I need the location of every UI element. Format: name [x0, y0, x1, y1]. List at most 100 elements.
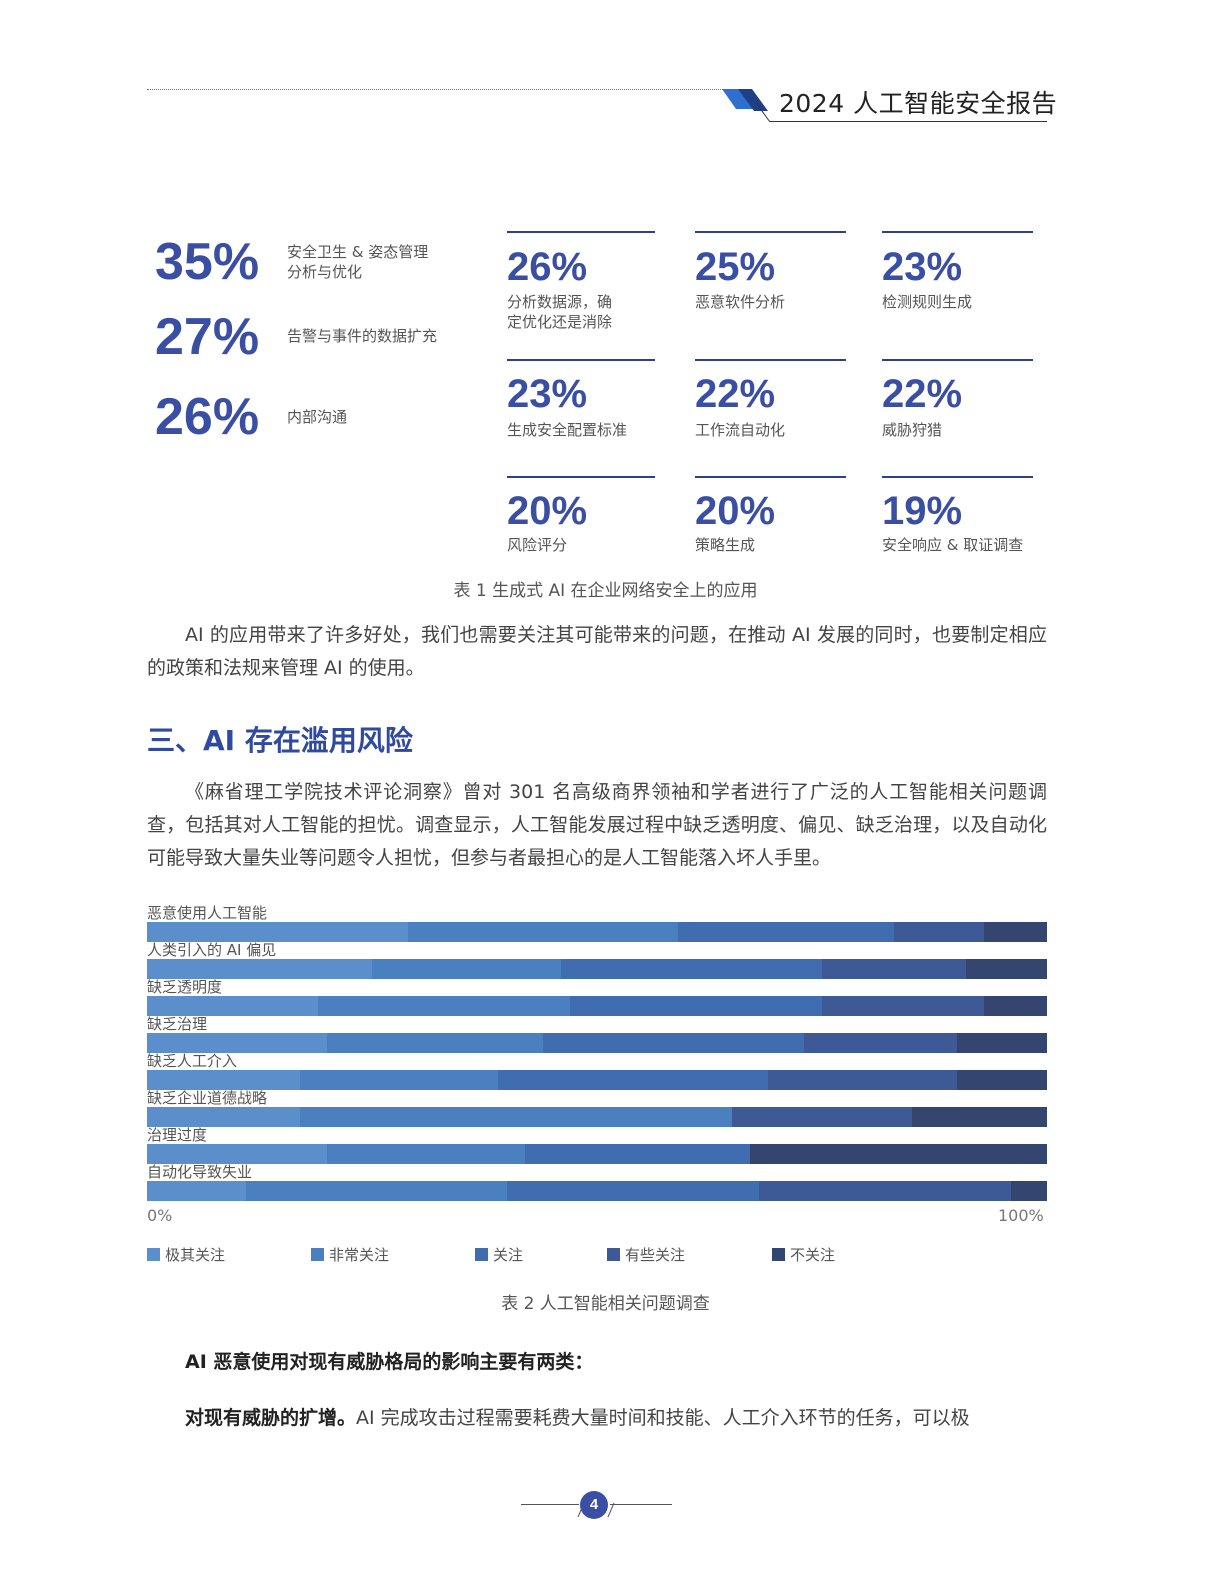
stat-label: 风险评分 — [507, 536, 568, 554]
bar-segment — [372, 959, 561, 979]
legend-label: 有些关注 — [625, 1246, 686, 1264]
stat-percent: 35% — [155, 233, 260, 291]
stat-label: 生成安全配置标准 — [507, 421, 628, 439]
stat-divider — [507, 231, 655, 233]
chart-legend: 极其关注 非常关注 关注 有些关注 不关注 — [147, 1244, 1047, 1264]
stat-percent: 20% — [695, 489, 776, 533]
bar-segment — [912, 1107, 1047, 1127]
bar-segment — [1011, 1181, 1047, 1201]
section-title: 三、AI 存在滥用风险 — [147, 724, 413, 757]
emphasis-lead: 对现有威胁的扩增。 — [185, 1407, 357, 1429]
bar-segment — [408, 922, 678, 942]
category-label: 缺乏透明度 — [147, 978, 223, 996]
legend-swatch — [607, 1248, 620, 1261]
table1-caption: 表 1 生成式 AI 在企业网络安全上的应用 — [453, 581, 758, 601]
legend-item: 不关注 — [772, 1244, 835, 1265]
stat-divider — [882, 231, 1033, 233]
bar-segment — [147, 1144, 327, 1164]
category-label: 缺乏治理 — [147, 1015, 208, 1033]
body-text: AI 完成攻击过程需要耗费大量时间和技能、人工介入环节的任务，可以极 — [356, 1407, 970, 1429]
stat-divider — [507, 476, 655, 478]
footer-rule-right — [610, 1504, 672, 1505]
bar-segment — [768, 1070, 957, 1090]
category-label: 缺乏人工介入 — [147, 1052, 238, 1070]
legend-swatch — [475, 1248, 488, 1261]
bar-row — [147, 1070, 1047, 1090]
page-number: 4 — [580, 1491, 608, 1519]
bar-row — [147, 959, 1047, 979]
stat-percent: 23% — [507, 372, 588, 416]
legend-label: 不关注 — [790, 1246, 836, 1264]
bar-segment — [570, 996, 822, 1016]
header-rule-solid — [770, 121, 1047, 122]
bar-segment — [750, 1144, 1047, 1164]
stat-label: 告警与事件的数据扩充 — [287, 327, 438, 345]
stat-percent: 26% — [507, 245, 588, 289]
bar-segment — [300, 1107, 732, 1127]
stat-label: 分析数据源，确 定优化还是消除 — [507, 293, 613, 331]
x-axis-min-label: 0% — [147, 1206, 173, 1225]
body-paragraph: AI 的应用带来了许多好处，我们也需要关注其可能带来的问题，在推动 AI 发展的… — [147, 624, 1047, 679]
stat-percent: 25% — [695, 245, 776, 289]
stat-percent: 23% — [882, 245, 963, 289]
legend-item: 有些关注 — [607, 1244, 685, 1265]
stat-label: 威胁狩猎 — [882, 421, 943, 439]
bar-segment — [318, 996, 570, 1016]
bar-segment — [957, 1070, 1047, 1090]
bar-segment — [543, 1033, 804, 1053]
emphasis-paragraph: AI 恶意使用对现有威胁格局的影响主要有两类： — [185, 1351, 594, 1373]
bar-segment — [966, 959, 1047, 979]
category-label: 治理过度 — [147, 1126, 208, 1144]
legend-swatch — [147, 1248, 160, 1261]
stat-percent: 22% — [882, 372, 963, 416]
report-title: 2024 人工智能安全报告 — [779, 89, 1058, 118]
bar-segment — [300, 1070, 498, 1090]
stat-label: 安全卫生 & 姿态管理 分析与优化 — [287, 243, 429, 281]
bar-segment — [822, 959, 966, 979]
bar-row — [147, 1181, 1047, 1201]
footer-rule-left — [521, 1504, 579, 1505]
stat-label: 内部沟通 — [287, 408, 348, 426]
legend-item: 极其关注 — [147, 1244, 225, 1265]
stat-percent: 20% — [507, 489, 588, 533]
bar-segment — [147, 959, 372, 979]
stat-label: 策略生成 — [695, 536, 756, 554]
body-paragraph: 对现有威胁的扩增。AI 完成攻击过程需要耗费大量时间和技能、人工介入环节的任务，… — [147, 1402, 1047, 1435]
category-label: 自动化导致失业 — [147, 1163, 253, 1181]
bar-segment — [147, 1107, 300, 1127]
x-axis-max-label: 100% — [998, 1206, 1044, 1225]
legend-item: 非常关注 — [311, 1244, 389, 1265]
legend-label: 关注 — [493, 1246, 524, 1264]
bar-segment — [678, 922, 894, 942]
stat-percent: 19% — [882, 489, 963, 533]
body-paragraph: 《麻省理工学院技术评论洞察》曾对 301 名高级商界领袖和学者进行了广泛的人工智… — [147, 781, 1047, 869]
bar-row — [147, 1033, 1047, 1053]
legend-label: 非常关注 — [329, 1246, 390, 1264]
stat-label: 安全响应 & 取证调查 — [882, 536, 1024, 554]
bar-row — [147, 1144, 1047, 1164]
bar-segment — [759, 1181, 1011, 1201]
bar-segment — [984, 922, 1047, 942]
bar-segment — [507, 1181, 759, 1201]
stat-divider — [507, 359, 655, 361]
bar-segment — [327, 1144, 525, 1164]
header-rule-dotted — [147, 89, 725, 90]
stat-percent: 27% — [155, 308, 260, 366]
stat-divider — [695, 476, 846, 478]
bar-segment — [147, 1033, 327, 1053]
bar-segment — [147, 1181, 246, 1201]
bar-row — [147, 1107, 1047, 1127]
stat-percent: 26% — [155, 388, 260, 446]
stat-label: 检测规则生成 — [882, 293, 973, 311]
stat-label: 工作流自动化 — [695, 421, 786, 439]
bar-segment — [147, 1070, 300, 1090]
bar-segment — [327, 1033, 543, 1053]
category-label: 人类引入的 AI 偏见 — [147, 941, 277, 959]
bar-segment — [957, 1033, 1047, 1053]
table2-caption: 表 2 人工智能相关问题调查 — [501, 1294, 710, 1314]
bar-segment — [822, 996, 984, 1016]
bar-segment — [525, 1144, 750, 1164]
legend-item: 关注 — [475, 1244, 523, 1265]
bar-segment — [732, 1107, 912, 1127]
category-label: 缺乏企业道德战略 — [147, 1089, 268, 1107]
